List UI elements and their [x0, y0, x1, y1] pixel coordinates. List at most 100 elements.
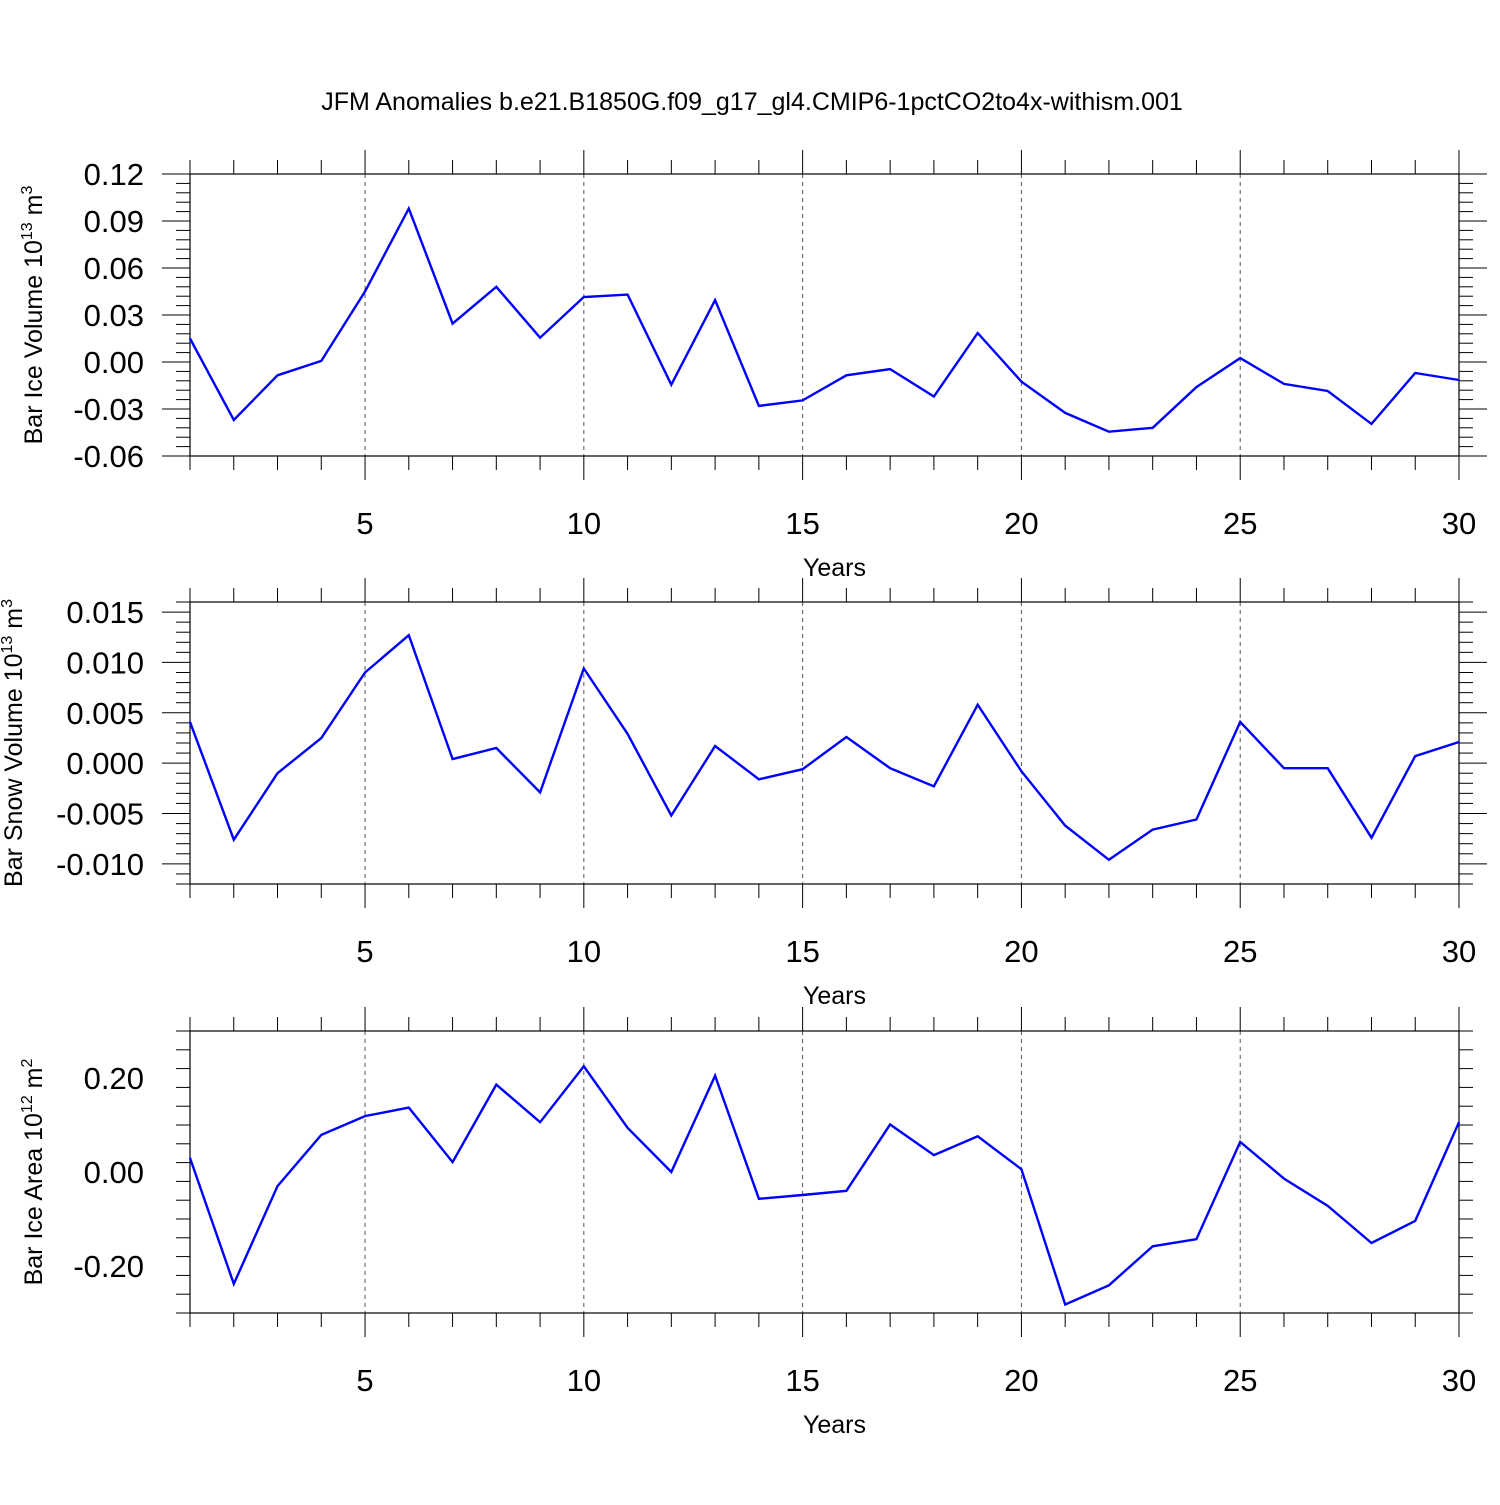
data-point — [1108, 1284, 1110, 1287]
x-tick-label: 5 — [356, 1363, 373, 1398]
x-tick-label: 15 — [785, 1363, 819, 1398]
y-tick-label: 0.20 — [84, 1061, 144, 1096]
data-point — [451, 322, 454, 325]
data-point — [1239, 357, 1242, 359]
panel-snow-volume: 5 10 15 20 25 30 -0.010 -0.005 0.000 0.005 0.010 0.… — [0, 578, 1487, 1010]
data-point — [1151, 427, 1154, 429]
x-tick-label: 30 — [1442, 934, 1476, 969]
series-line-snow-volume — [188, 633, 1460, 862]
figure-title: JFM Anomalies b.e21.B1850G.f09_g17_gl4.C… — [321, 88, 1183, 116]
data-point — [1283, 383, 1285, 385]
data-point — [670, 814, 673, 817]
data-point — [670, 1171, 673, 1173]
data-point — [889, 767, 891, 769]
x-tick-label: 10 — [567, 934, 601, 969]
y-tick-label: 0.005 — [66, 696, 144, 731]
data-point — [714, 745, 716, 747]
data-point — [714, 299, 716, 301]
x-axis-title: Years — [803, 982, 866, 1010]
y-tick-label: 0.000 — [66, 746, 144, 781]
data-point — [189, 337, 191, 340]
data-point — [1414, 755, 1417, 757]
plot-frame — [189, 1030, 1460, 1314]
data-point — [758, 405, 760, 407]
data-point — [1458, 1121, 1460, 1123]
panel-ice-area: 5 10 15 20 25 30 -0.20 0.00 0.20 Years Bar Ice Are… — [19, 1007, 1476, 1439]
y-tick-label: 0.00 — [84, 1155, 144, 1190]
data-point — [1370, 423, 1373, 425]
data-point — [232, 419, 235, 421]
x-tick-label: 25 — [1223, 506, 1257, 541]
y-tick-label: 0.06 — [84, 251, 144, 286]
data-point — [1239, 1141, 1242, 1143]
data-point — [232, 838, 235, 841]
data-point — [407, 207, 410, 210]
data-point — [976, 703, 979, 706]
data-point — [1064, 824, 1066, 827]
data-point — [189, 721, 191, 723]
plot-frame — [189, 601, 1460, 885]
data-point — [320, 1134, 323, 1136]
data-point — [1326, 390, 1329, 392]
data-point — [1283, 1177, 1285, 1180]
data-point — [626, 293, 629, 296]
data-point — [976, 1135, 979, 1138]
series-line-ice-area — [188, 1064, 1461, 1307]
y-tick-label: -0.06 — [73, 439, 144, 474]
y-tick-label: 0.015 — [66, 595, 144, 630]
plot-frame — [189, 173, 1460, 457]
y-axis-title: Bar Ice Area 1012 m2 — [19, 1059, 48, 1286]
y-tick-label: 0.00 — [84, 345, 144, 380]
data-point — [583, 1065, 585, 1068]
data-point — [889, 1123, 891, 1126]
x-tick-label: 25 — [1223, 934, 1257, 969]
data-point — [889, 368, 891, 370]
data-point — [845, 1190, 848, 1192]
data-point — [583, 667, 585, 670]
y-axis-title: Bar Ice Volume 1013 m3 — [19, 186, 48, 445]
data-point — [189, 1157, 191, 1159]
data-point — [1458, 379, 1460, 381]
y-tick-label: -0.010 — [56, 847, 144, 882]
data-point — [364, 1115, 366, 1117]
x-axis-title: Years — [803, 1411, 866, 1439]
x-tick-label: 30 — [1442, 1363, 1476, 1398]
data-point — [320, 360, 323, 362]
data-point — [933, 395, 935, 398]
data-point — [1195, 1238, 1198, 1241]
data-point — [1370, 836, 1373, 839]
data-point — [1326, 767, 1329, 769]
data-point — [1326, 1205, 1329, 1207]
x-tick-label: 15 — [785, 934, 819, 969]
data-point — [1195, 386, 1198, 388]
data-point — [1239, 721, 1242, 723]
data-point — [276, 1185, 279, 1187]
data-point — [1370, 1242, 1373, 1244]
series-line-ice-volume — [188, 205, 1460, 433]
x-tick-label: 30 — [1442, 506, 1476, 541]
x-tick-label: 25 — [1223, 1363, 1257, 1398]
data-point — [1414, 1220, 1417, 1222]
y-tick-label: 0.03 — [84, 298, 144, 333]
x-axis-title: Years — [803, 554, 866, 582]
x-tick-label: 5 — [356, 934, 373, 969]
data-point — [407, 634, 410, 637]
data-point — [495, 286, 498, 288]
y-tick-label: 0.010 — [66, 645, 144, 680]
data-point — [1195, 818, 1198, 821]
data-point — [1108, 430, 1110, 433]
data-point — [276, 374, 279, 377]
data-point — [801, 768, 804, 770]
x-tick-label: 20 — [1004, 1363, 1038, 1398]
data-point — [276, 772, 279, 775]
data-point — [1283, 767, 1285, 769]
y-axis-title: Bar Snow Volume 1013 m3 — [0, 599, 28, 887]
data-point — [1064, 412, 1066, 414]
data-point — [845, 374, 848, 377]
data-point — [320, 737, 323, 739]
data-point — [539, 336, 541, 339]
data-point — [364, 671, 366, 674]
data-point — [583, 296, 585, 298]
y-tick-label: -0.20 — [73, 1249, 144, 1284]
